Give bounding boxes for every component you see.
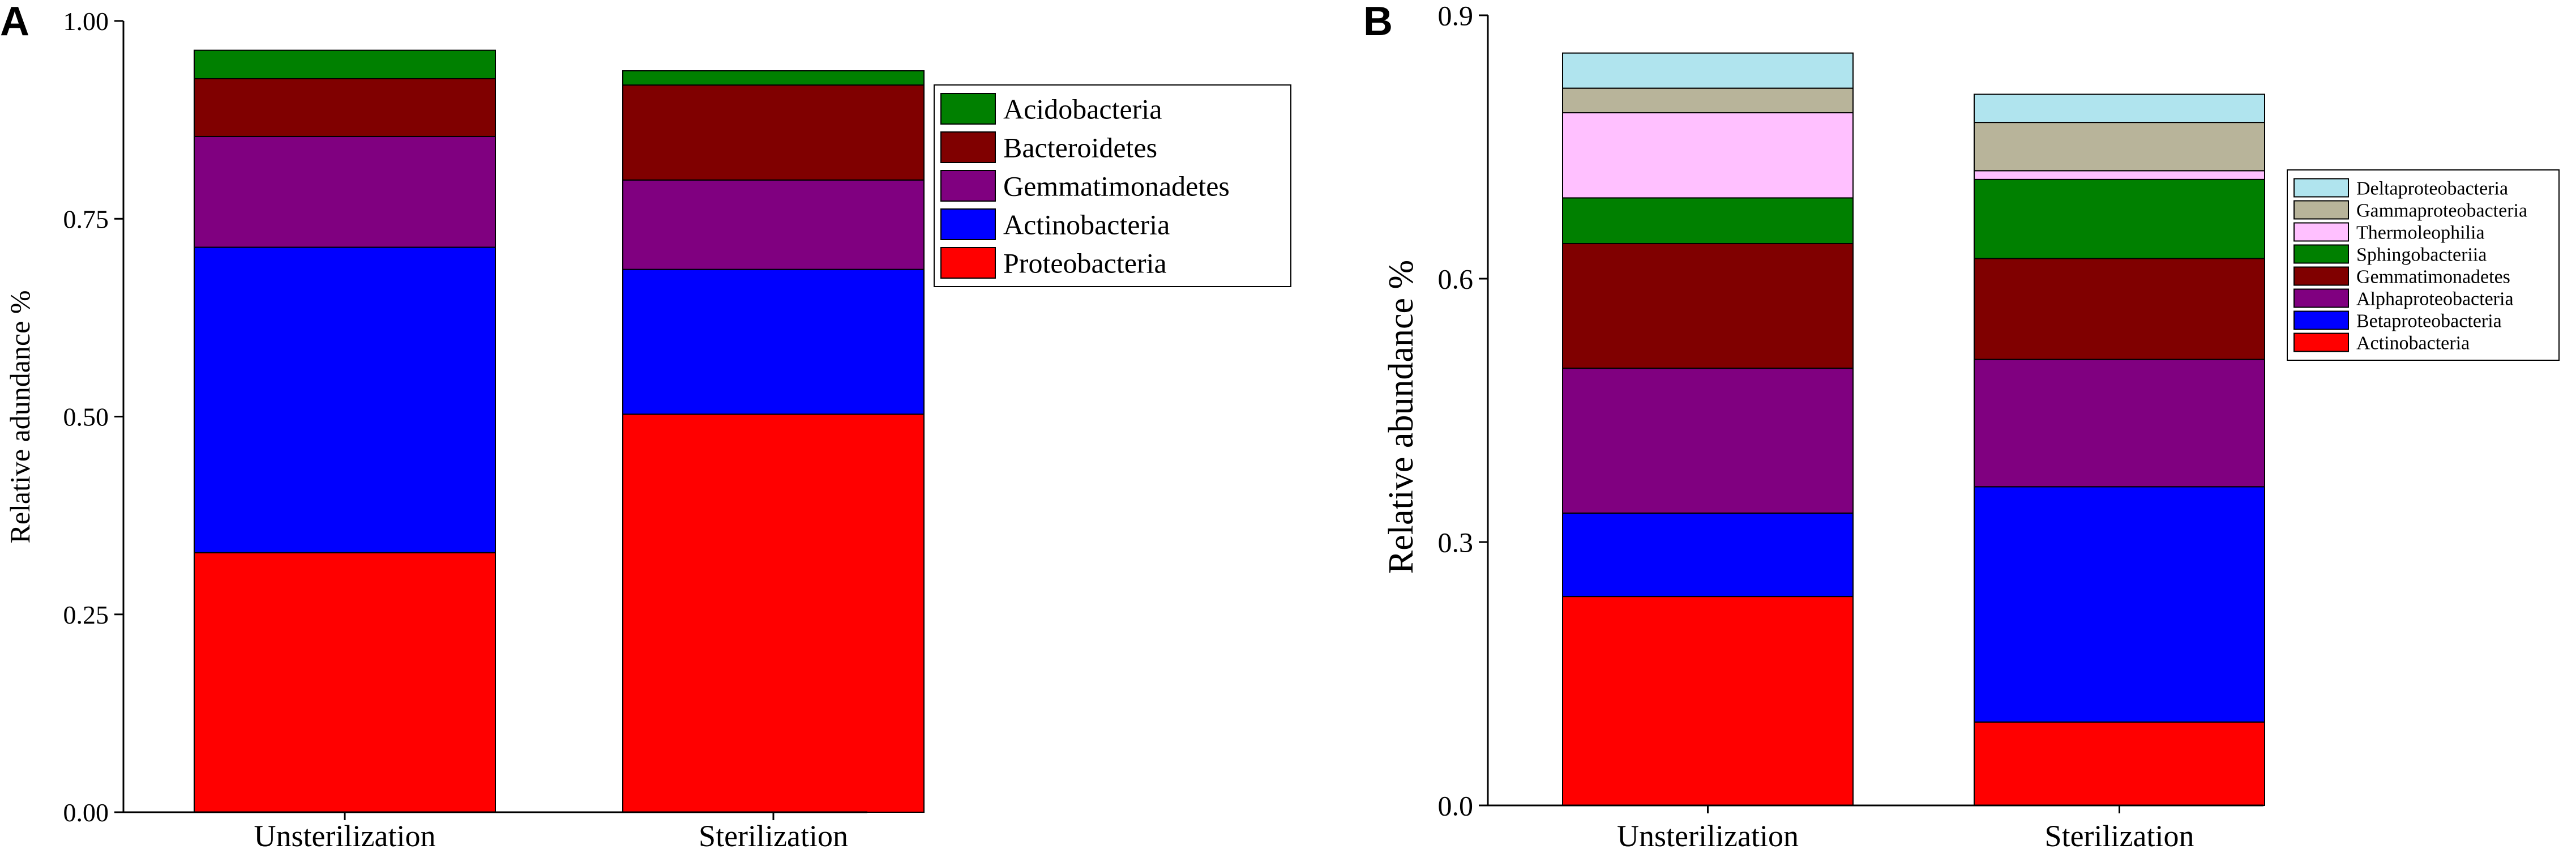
x-tick-label-unsterilization: Unsterilization (254, 819, 436, 853)
legend-swatch-proteobacteria (940, 247, 996, 279)
legend-label-sphingobacteriia: Sphingobacteriia (2356, 244, 2487, 265)
legend: DeltaproteobacteriaGammaproteobacteriaTh… (2287, 169, 2560, 361)
y-tick-label: 0.9 (1438, 0, 1474, 32)
legend-swatch-acidobacteria (940, 93, 996, 125)
bar-segment-betaproteobacteria-unsterilization (1562, 512, 1854, 598)
bar-segment-actinobacteria-unsterilization (1562, 596, 1854, 806)
bar-segment-acidobacteria-unsterilization (194, 49, 496, 79)
legend-swatch-gammaproteobacteria (2293, 200, 2349, 220)
panel-a: A 0.00 0.25 0.50 0.75 1.00 Unsterilization Ste… (0, 0, 1291, 853)
legend-swatch-gemmatimonadetes (940, 170, 996, 202)
bar-segment-proteobacteria-unsterilization (194, 552, 496, 813)
bar-segment-gammaproteobacteria-unsterilization (1562, 87, 1854, 114)
bar-segment-actinobacteria-sterilization (1974, 721, 2265, 806)
y-tick-label: 0.0 (1438, 790, 1474, 822)
y-tick-label: 0.6 (1438, 263, 1474, 295)
x-tick-label-sterilization: Sterilization (2045, 819, 2194, 853)
legend-label-deltaproteobacteria: Deltaproteobacteria (2356, 178, 2508, 199)
bar-segment-thermoleophilia-sterilization (1974, 170, 2265, 180)
legend-swatch-betaproteobacteria (2293, 310, 2349, 330)
bar-segment-actinobacteria-sterilization (622, 268, 925, 415)
legend: Acidobacteria Bacteroidetes Gemmatimonadet… (934, 84, 1291, 287)
y-tick-label: 0.25 (63, 600, 109, 629)
y-tick-label: 0.3 (1438, 527, 1474, 558)
bar-segment-sphingobacteriia-unsterilization (1562, 197, 1854, 244)
legend-swatch-thermoleophilia (2293, 222, 2349, 242)
panel-b-label: B (1363, 0, 1393, 44)
legend-swatch-deltaproteobacteria (2293, 178, 2349, 198)
y-tick-label: 0.50 (63, 403, 109, 432)
panel-b: B 0.0 0.3 0.6 0.9 Unsterilization Sterilizati… (1363, 0, 2560, 853)
y-axis-label: Relative adundance % (4, 290, 36, 543)
bar-segment-bacteroidetes-unsterilization (194, 78, 496, 137)
bar-segment-actinobacteria-unsterilization (194, 246, 496, 553)
legend-label-alphaproteobacteria: Alphaproteobacteria (2356, 288, 2514, 309)
bar-segment-alphaproteobacteria-unsterilization (1562, 368, 1854, 514)
legend-swatch-sphingobacteriia (2293, 244, 2349, 264)
bar-segment-thermoleophilia-unsterilization (1562, 112, 1854, 199)
x-tick-label-sterilization: Sterilization (699, 819, 848, 853)
bar-segment-gemmatimonadetes-sterilization (1974, 258, 2265, 360)
bar-segment-gammaproteobacteria-sterilization (1974, 122, 2265, 172)
bar-segment-acidobacteria-sterilization (622, 70, 925, 86)
legend-label-gammaproteobacteria: Gammaproteobacteria (2356, 200, 2527, 221)
legend-swatch-actinobacteria (2293, 332, 2349, 352)
legend-swatch-bacteroidetes (940, 131, 996, 163)
legend-label-bacteroidetes: Bacteroidetes (1003, 132, 1157, 164)
legend-label-proteobacteria: Proteobacteria (1003, 248, 1167, 279)
bar-segment-sphingobacteriia-sterilization (1974, 178, 2265, 259)
legend-swatch-gemmatimonadetes (2293, 266, 2349, 286)
legend-label-betaproteobacteria: Betaproteobacteria (2356, 310, 2502, 331)
legend-label-actinobacteria: Actinobacteria (1003, 209, 1170, 241)
y-tick-label: 1.00 (63, 7, 109, 36)
bar-segment-betaproteobacteria-sterilization (1974, 486, 2265, 723)
y-tick-label: 0.75 (63, 204, 109, 233)
bar-segment-gemmatimonadetes-unsterilization (1562, 243, 1854, 369)
y-axis-label: Relative abundance % (1382, 260, 1420, 574)
legend-label-thermoleophilia: Thermoleophilia (2356, 222, 2485, 243)
legend-swatch-actinobacteria (940, 208, 996, 240)
bar-segment-bacteroidetes-sterilization (622, 84, 925, 181)
bar-segment-proteobacteria-sterilization (622, 413, 925, 813)
y-tick-label: 0.00 (63, 798, 109, 827)
legend-label-actinobacteria: Actinobacteria (2356, 332, 2470, 353)
legend-label-gemmatimonadetes: Gemmatimonadetes (1003, 170, 1230, 202)
panel-a-label: A (0, 0, 29, 44)
bar-segment-deltaproteobacteria-sterilization (1974, 93, 2265, 123)
bar-segment-gemmatimonadetes-unsterilization (194, 135, 496, 248)
x-tick-label-unsterilization: Unsterilization (1617, 819, 1799, 853)
bar-segment-alphaproteobacteria-sterilization (1974, 359, 2265, 488)
bar-segment-gemmatimonadetes-sterilization (622, 179, 925, 270)
bar-segment-deltaproteobacteria-unsterilization (1562, 52, 1854, 89)
legend-swatch-alphaproteobacteria (2293, 288, 2349, 308)
legend-label-gemmatimonadetes: Gemmatimonadetes (2356, 266, 2510, 287)
legend-label-acidobacteria: Acidobacteria (1003, 93, 1162, 125)
